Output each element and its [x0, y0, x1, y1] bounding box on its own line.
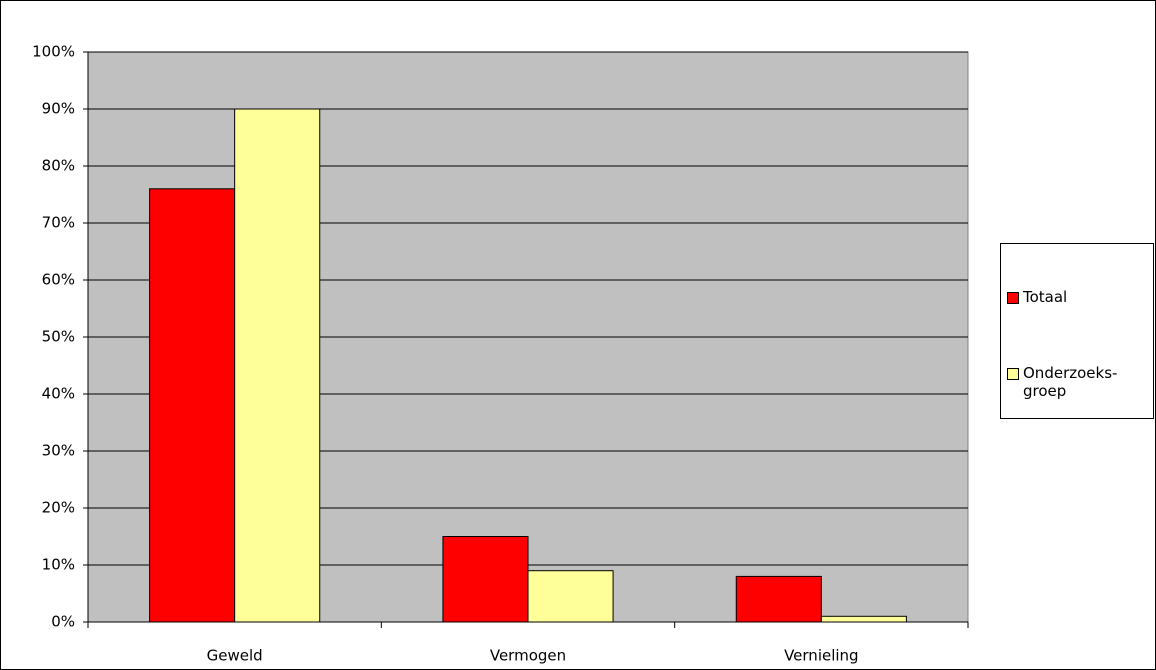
legend-swatch	[1007, 368, 1019, 380]
x-tick-label: Geweld	[207, 647, 263, 665]
bar	[234, 108, 321, 623]
y-tick-label: 10%	[42, 556, 75, 574]
y-tick-label: 0%	[51, 613, 75, 631]
bar	[149, 188, 236, 623]
y-tick-label: 50%	[42, 328, 75, 346]
bar	[442, 536, 529, 623]
legend-label: Totaal	[1023, 288, 1068, 306]
y-tick-label: 30%	[42, 442, 75, 460]
bar	[820, 615, 907, 623]
legend-item: Onderzoeks-groep	[1007, 364, 1153, 400]
x-tick-label: Vermogen	[490, 647, 566, 665]
x-tick-label: Vernieling	[784, 647, 859, 665]
y-tick-label: 80%	[42, 157, 75, 175]
y-tick-label: 90%	[42, 100, 75, 118]
legend-swatch	[1007, 292, 1019, 304]
y-tick-label: 40%	[42, 385, 75, 403]
legend: Totaal Onderzoeks-groep	[1000, 243, 1154, 419]
legend-item: Totaal	[1007, 288, 1153, 306]
y-tick-label: 60%	[42, 271, 75, 289]
legend-label: Onderzoeks-groep	[1023, 364, 1118, 400]
y-tick-label: 20%	[42, 499, 75, 517]
bar	[527, 570, 614, 623]
y-tick-label: 70%	[42, 214, 75, 232]
bar	[735, 575, 822, 623]
y-tick-label: 100%	[32, 43, 75, 61]
